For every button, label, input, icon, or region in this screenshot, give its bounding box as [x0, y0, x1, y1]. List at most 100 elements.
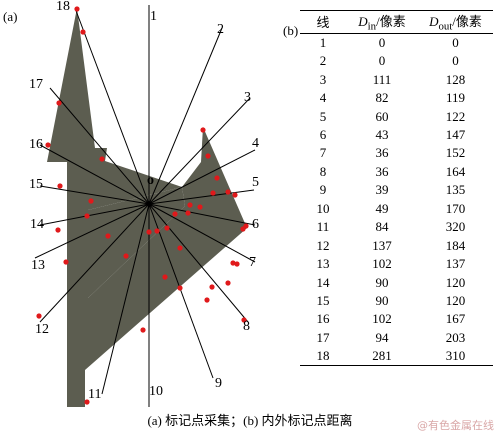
line-number-label: 1 [150, 9, 157, 24]
cell-d-out: 320 [445, 219, 466, 235]
marker-point [210, 190, 216, 196]
cell-d-in: 111 [372, 71, 392, 87]
marker-point [140, 327, 146, 333]
cell-line: 12 [316, 237, 330, 253]
marker-point [56, 100, 62, 106]
cell-line: 17 [316, 329, 330, 345]
marker-point [241, 317, 247, 323]
cell-line: 2 [319, 53, 327, 69]
panel-a-tag: (a) [3, 9, 18, 24]
marker-point [162, 274, 168, 280]
cell-d-out: 137 [445, 256, 466, 272]
cell-line: 14 [316, 274, 330, 290]
cell-d-in: 82 [375, 90, 389, 106]
marker-point [187, 202, 193, 208]
radial-line-2 [148, 27, 223, 205]
line-number-label: 3 [244, 90, 251, 105]
marker-point [234, 261, 240, 267]
cell-line: 16 [316, 311, 330, 327]
cell-d-out: 310 [418, 347, 493, 367]
cell-d-out: 122 [445, 108, 466, 124]
radial-line-12 [39, 203, 150, 323]
cell-d-in: 36 [375, 145, 389, 161]
cell-d-in: 0 [378, 53, 386, 69]
table-row: 10 49 170 [300, 200, 493, 218]
cell-d-in: 90 [375, 292, 389, 308]
marker-point [164, 225, 170, 231]
cell-line: 7 [319, 145, 327, 161]
table-row: 6 43 147 [300, 126, 493, 144]
marker-point [74, 6, 80, 12]
table-row: 8 36 164 [300, 163, 493, 181]
line-number-label: 9 [215, 376, 222, 391]
cell-d-out: 170 [445, 200, 466, 216]
line-number-label: 17 [29, 77, 43, 92]
marker-point [185, 210, 191, 216]
header-line: 线 [300, 10, 346, 34]
radial-line-18 [74, 7, 150, 205]
marker-point [146, 229, 152, 235]
cell-line: 15 [316, 292, 330, 308]
table-row: 11 84 320 [300, 218, 493, 236]
table-row: 14 90 120 [300, 273, 493, 291]
marker-point [172, 211, 178, 217]
marker-point [105, 233, 111, 239]
marker-point [45, 142, 51, 148]
cell-d-in: 281 [346, 347, 418, 367]
cell-d-out: 164 [445, 163, 466, 179]
header-d-in: Din/像素 [346, 10, 418, 34]
cell-d-out: 167 [445, 311, 466, 327]
cell-d-in: 90 [375, 274, 389, 290]
cell-d-out: 135 [445, 182, 466, 198]
cell-line: 1 [319, 34, 327, 50]
line-number-label: 14 [30, 217, 44, 232]
table-row: 7 36 152 [300, 144, 493, 162]
cell-d-in: 43 [375, 127, 389, 142]
line-number-label: 18 [56, 0, 70, 14]
line-number-label: 7 [249, 255, 256, 270]
radial-line-7 [148, 203, 256, 263]
radial-line-11 [101, 203, 150, 395]
line-number-label: 10 [149, 384, 163, 399]
cell-line: 3 [319, 71, 327, 87]
line-number-label: 13 [31, 258, 45, 273]
cell-d-in: 60 [375, 108, 389, 124]
radial-lines [34, 7, 256, 395]
radial-line-14 [39, 203, 150, 226]
table-row: 12 137 184 [300, 236, 493, 254]
distance-table: 线 Din/像素 Dout/像素 1 0 0 2 0 0 3 111 128 4 82 119 5 60 1… [300, 10, 493, 367]
table-row: 16 102 167 [300, 310, 493, 328]
radial-line-8 [148, 203, 249, 323]
cell-d-in: 84 [375, 219, 389, 235]
marker-point [225, 280, 231, 286]
line-number-label: 12 [35, 322, 49, 337]
line-number-label: 8 [243, 319, 250, 334]
marker-points [36, 6, 249, 405]
cell-line: 18 [300, 347, 346, 367]
marker-point [200, 127, 206, 133]
cell-d-out: 120 [445, 292, 466, 308]
marker-point [36, 313, 42, 319]
marker-point [88, 198, 94, 204]
marker-point [225, 189, 231, 195]
marker-point [205, 153, 211, 159]
marker-point [197, 204, 203, 210]
line-number-label: 4 [252, 136, 259, 151]
cell-d-in: 39 [375, 182, 389, 198]
marker-point [63, 259, 69, 265]
cell-line: 6 [319, 127, 327, 142]
cell-d-out: 120 [445, 274, 466, 290]
marker-point [123, 253, 129, 259]
cell-d-in: 137 [372, 237, 392, 253]
cell-d-out: 147 [445, 127, 466, 142]
marker-point [99, 156, 105, 162]
figure-caption: (a) 标记点采集；(b) 内外标记点距离 [147, 413, 353, 428]
marker-point [240, 226, 246, 232]
table-row: 1 0 0 [300, 33, 493, 52]
radial-line-15 [39, 185, 150, 205]
table-header-row: 线 Din/像素 Dout/像素 [300, 10, 493, 34]
cell-d-out: 128 [445, 71, 466, 87]
cell-d-in: 36 [375, 163, 389, 179]
marker-point [204, 297, 210, 303]
